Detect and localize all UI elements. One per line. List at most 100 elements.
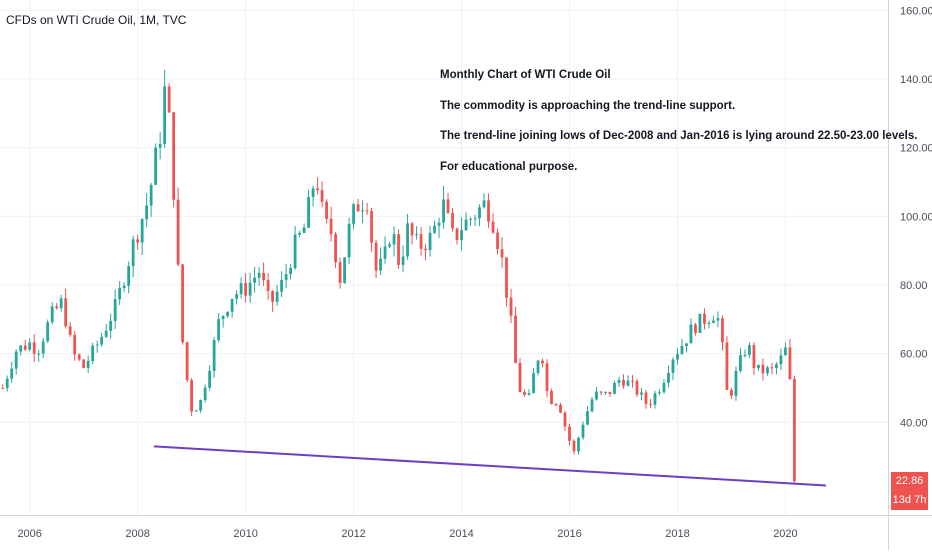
candle-body (235, 294, 239, 299)
candle-body (496, 232, 499, 250)
candle-body (19, 345, 23, 352)
candle-body (406, 223, 409, 257)
candle-body (671, 359, 675, 373)
annotation-text-box: Monthly Chart of WTI Crude Oil The commo… (440, 68, 917, 190)
trend-line (153, 445, 826, 487)
candle-body (536, 360, 540, 374)
candle-body (509, 297, 513, 316)
candle-body (203, 387, 207, 401)
candle-body (644, 392, 648, 404)
candle-body (163, 86, 167, 144)
candle-body (86, 360, 90, 369)
price-tick-label: 40.00 (900, 417, 928, 429)
candle-body (739, 355, 742, 371)
candle-body (239, 283, 243, 295)
last-price-badge: 22.86 (891, 471, 928, 491)
candle-body (721, 318, 724, 343)
candle-body (298, 232, 301, 235)
candle-body (559, 404, 562, 413)
candle-body (343, 257, 346, 284)
candle-body (307, 196, 310, 228)
candle-body (311, 188, 315, 197)
candle-body (613, 382, 616, 394)
candle-body (190, 380, 194, 412)
candle-body (37, 353, 41, 355)
candle-body (140, 219, 144, 243)
candle-body (658, 392, 661, 394)
candle-body (698, 313, 702, 333)
candle-body (437, 222, 441, 226)
candle-body (383, 246, 387, 259)
candle-body (329, 218, 333, 235)
candle-body (716, 318, 720, 321)
candle-body (752, 345, 756, 369)
candle-body (541, 360, 544, 364)
candle-body (446, 199, 450, 213)
candle-body (748, 345, 751, 355)
candle-body (563, 412, 567, 427)
candle-body (784, 347, 787, 356)
candle-body (410, 223, 414, 236)
candle-body (365, 210, 369, 212)
candle-body (122, 285, 126, 288)
candle-body (244, 283, 248, 296)
candle-body (55, 306, 59, 309)
candle-body (248, 282, 252, 296)
candle-body (572, 440, 576, 452)
candle-body (176, 199, 180, 265)
candle-body (325, 201, 328, 219)
candle-body (388, 244, 391, 247)
candle-body (487, 200, 490, 222)
candle-body (653, 393, 657, 405)
candle-body (518, 362, 522, 392)
candle-body (302, 227, 306, 233)
candle-body (505, 257, 508, 298)
candle-body (685, 343, 688, 347)
candle-body (253, 277, 257, 283)
candle-body (379, 258, 382, 271)
candle-body (356, 204, 360, 212)
annotation-line-disclaimer: For educational purpose. (440, 160, 578, 173)
candle-body (703, 313, 706, 324)
candle-body (352, 204, 355, 224)
year-tick-label: 2010 (233, 528, 257, 540)
candle-body (293, 234, 297, 269)
candle-body (59, 298, 63, 309)
candle-body (280, 279, 283, 292)
year-tick-label: 2014 (449, 528, 473, 540)
candle-body (41, 341, 45, 354)
candle-body (419, 234, 423, 249)
candle-body (257, 272, 261, 278)
candle-body (374, 242, 378, 271)
candle-body (145, 205, 149, 220)
candle-body (289, 268, 292, 275)
candle-body (64, 298, 68, 327)
candle-body (338, 262, 342, 284)
candle-body (428, 232, 432, 251)
candle-body (554, 404, 558, 406)
trendline-layer (153, 445, 826, 487)
candle-body (95, 344, 99, 346)
candle-body (275, 291, 279, 302)
candle-body (392, 234, 396, 245)
candle-body (680, 346, 684, 355)
candle-body (320, 190, 324, 202)
candle-body (743, 354, 747, 356)
candle-body (757, 364, 760, 369)
candle-body (788, 347, 792, 380)
candle-body (271, 290, 275, 302)
candle-body (451, 212, 454, 229)
candle-body (14, 351, 18, 369)
candle-body (626, 380, 630, 386)
candle-body (316, 188, 319, 191)
annotation-line-approach: The commodity is approaching the trend-l… (440, 99, 736, 112)
price-tick-label: 80.00 (900, 280, 928, 292)
price-tick-label: 100.00 (900, 211, 932, 223)
candle-body (109, 320, 113, 331)
candle-body (397, 234, 400, 265)
candle-body (100, 336, 104, 345)
candle-body (185, 342, 189, 381)
